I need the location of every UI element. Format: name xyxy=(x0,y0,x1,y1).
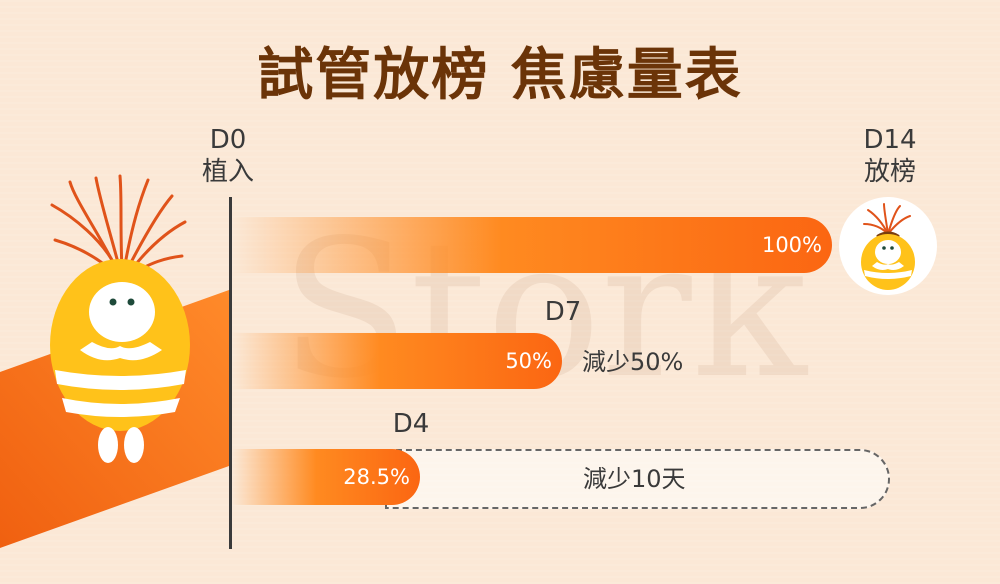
timeline-axis xyxy=(229,197,232,549)
milestone-d0: D0 植入 xyxy=(196,124,260,188)
milestone-d0-event: 植入 xyxy=(201,157,254,187)
bar-d4-day-label: D4 xyxy=(392,409,430,439)
mascot-badge-icon xyxy=(839,197,937,295)
bar-d4: 28.5% xyxy=(232,449,420,505)
milestone-d14-day: D14 xyxy=(863,125,917,155)
bar-d14: 100% xyxy=(232,217,832,273)
bar-d7-note: 減少50% xyxy=(582,348,684,376)
bar-d4-note: 減少10天 xyxy=(583,465,686,493)
page-title: 試管放榜 焦慮量表 xyxy=(257,43,743,108)
bar-d14-value: 100% xyxy=(761,233,822,257)
reduction-box-d4 xyxy=(385,449,890,509)
milestone-d0-day: D0 xyxy=(209,125,247,155)
bar-d7: 50% xyxy=(232,333,562,389)
milestone-d14-event: 放榜 xyxy=(863,157,916,187)
bar-d7-day-label: D7 xyxy=(544,297,582,327)
bar-d4-value: 28.5% xyxy=(343,465,410,489)
milestone-d14: D14 放榜 xyxy=(852,124,928,188)
bar-d7-value: 50% xyxy=(505,349,552,373)
